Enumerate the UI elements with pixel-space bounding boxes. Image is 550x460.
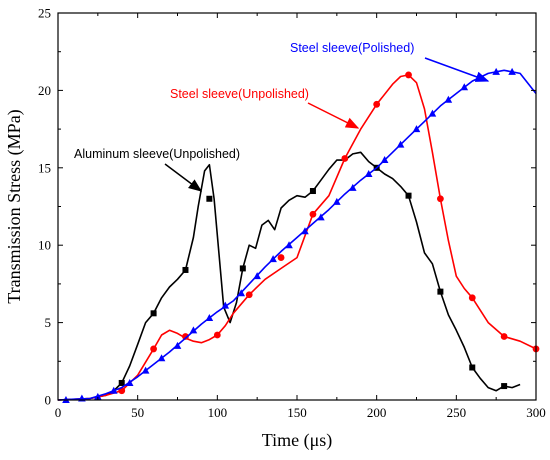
data-point-triangle — [237, 289, 246, 297]
x-axis-title: Time (μs) — [262, 430, 333, 451]
x-tick-label: 200 — [367, 405, 387, 420]
data-point-triangle — [173, 341, 182, 349]
x-tick-label: 50 — [131, 405, 144, 420]
data-point-square — [118, 379, 125, 386]
data-point-triangle — [189, 326, 198, 334]
annotation-arrow — [307, 102, 360, 129]
data-point-triangle — [348, 183, 357, 191]
data-point-square — [182, 266, 189, 273]
data-point-circle — [405, 71, 412, 79]
annotation-arrow — [164, 163, 203, 192]
data-point-triangle — [109, 386, 118, 394]
data-point-triangle — [396, 140, 405, 148]
data-point-square — [469, 364, 476, 371]
data-point-circle — [468, 294, 476, 302]
series-square — [57, 151, 521, 401]
data-point-triangle — [412, 125, 421, 133]
data-point-triangle — [301, 227, 309, 235]
x-tick-label: 300 — [526, 405, 546, 420]
tick-layer: 0 50 100 150 200 250 300 0 5 10 15 20 25 — [38, 6, 546, 421]
y-tick-label: 20 — [38, 83, 51, 98]
data-point-triangle — [269, 255, 277, 263]
data-point-triangle — [492, 67, 500, 75]
annotation-arrow — [424, 57, 490, 82]
data-point-circle — [309, 210, 317, 218]
series-line — [57, 69, 537, 401]
annotation-label: Steel sleeve(Polished) — [290, 41, 414, 55]
plot-frame — [57, 12, 537, 401]
data-point-square — [437, 288, 444, 295]
data-point-triangle — [317, 213, 325, 221]
data-point-triangle — [253, 272, 261, 280]
x-tick-label: 100 — [208, 405, 228, 420]
data-point-triangle — [141, 366, 150, 374]
data-point-circle — [150, 345, 158, 353]
data-point-triangle — [428, 109, 437, 117]
data-point-triangle — [380, 156, 389, 164]
data-point-triangle — [125, 378, 134, 386]
data-point-square — [239, 265, 246, 272]
y-tick-label: 10 — [38, 238, 51, 253]
data-point-circle — [437, 195, 444, 203]
x-tick-label: 0 — [55, 405, 62, 420]
data-point-square — [405, 192, 412, 199]
y-tick-label: 25 — [38, 6, 51, 21]
series-circle — [57, 71, 540, 401]
series-line — [57, 151, 521, 401]
data-point-triangle — [444, 95, 453, 103]
data-point-square — [206, 195, 213, 202]
data-point-triangle — [157, 354, 166, 362]
data-point-circle — [341, 155, 349, 162]
data-point-triangle — [221, 301, 230, 309]
data-point-square — [150, 310, 157, 317]
annotation-layer: Steel sleeve(Polished) Steel sleeve(Unpol… — [74, 41, 490, 192]
data-point-circle — [182, 333, 189, 340]
series-line — [57, 74, 537, 401]
data-point-triangle — [285, 241, 293, 249]
series-layer — [57, 67, 540, 403]
data-point-circle — [245, 291, 253, 299]
data-point-circle — [500, 333, 508, 340]
y-tick-label: 0 — [45, 393, 52, 408]
data-point-triangle — [364, 169, 373, 177]
data-point-circle — [277, 254, 285, 261]
data-point-triangle — [333, 197, 341, 205]
data-point-triangle — [460, 83, 469, 91]
x-tick-label: 250 — [447, 405, 467, 420]
data-point-square — [501, 383, 508, 390]
data-point-triangle — [205, 313, 214, 321]
data-point-circle — [213, 331, 221, 339]
y-axis-title: Transmission Stress (MPa) — [4, 109, 25, 303]
annotation-label: Aluminum sleeve(Unpolished) — [74, 147, 240, 161]
data-point-circle — [373, 100, 381, 108]
data-point-square — [309, 188, 316, 195]
data-point-triangle — [508, 67, 516, 75]
x-tick-label: 150 — [287, 405, 307, 420]
y-tick-label: 5 — [45, 315, 52, 330]
data-point-triangle — [94, 392, 102, 400]
annotation-label: Steel sleeve(Unpolished) — [170, 87, 309, 101]
series-triangle — [57, 67, 537, 403]
y-tick-label: 15 — [38, 160, 51, 175]
